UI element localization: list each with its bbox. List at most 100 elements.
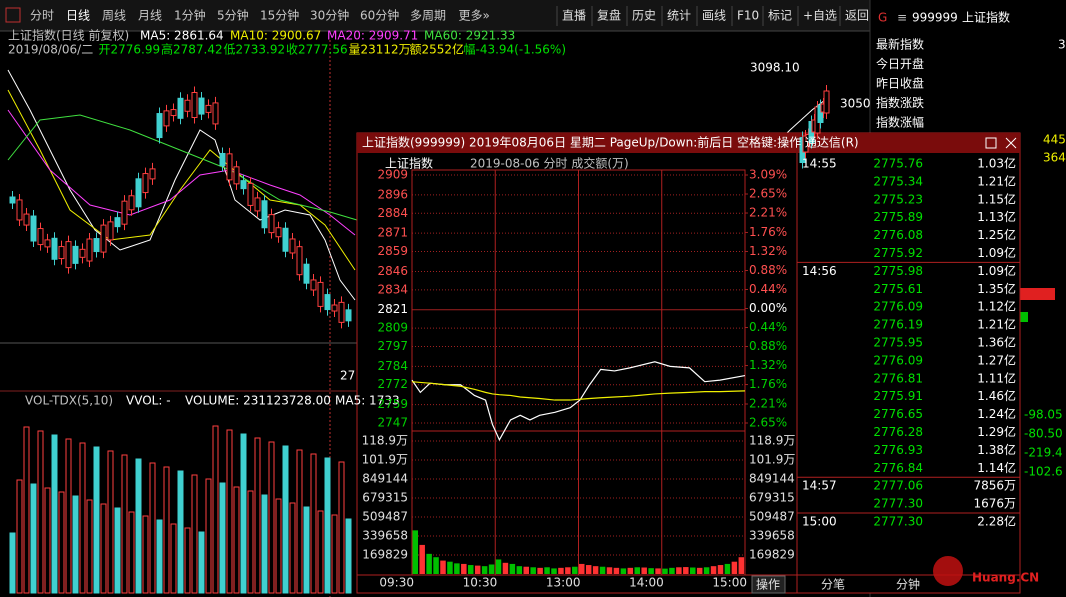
trade-price: 2775.89 <box>873 210 923 224</box>
trade-time: 14:55 <box>802 157 837 171</box>
x-tick-label: 14:00 <box>629 576 664 590</box>
volume-bar-decor <box>219 482 226 594</box>
toolbar-tab[interactable]: 更多» <box>459 9 490 23</box>
trade-volume: 1.46亿 <box>977 388 1016 403</box>
trade-volume: 1.09亿 <box>977 263 1016 278</box>
toolbar-button[interactable]: 画线 <box>702 9 726 23</box>
trade-price: 2776.84 <box>873 461 923 475</box>
maximize-button[interactable] <box>985 137 997 149</box>
popup-tab[interactable]: 分钟 <box>896 577 920 592</box>
volume-bar-decor <box>240 433 247 594</box>
volume-bar-decor <box>289 502 296 594</box>
toolbar-tab[interactable]: 5分钟 <box>217 8 249 23</box>
daily-info: 开2776.99 <box>99 43 161 57</box>
pct-tick-label: 0.88% <box>749 263 787 277</box>
toolbar-button[interactable]: F10 <box>737 9 759 23</box>
volume-bar-decor <box>205 478 212 594</box>
popup-tab[interactable]: 分笔 <box>821 577 845 592</box>
toolbar-tab[interactable]: 30分钟 <box>310 8 349 23</box>
ma-label: MA5: 2861.64 <box>140 29 224 43</box>
volume-tick-label: 509487 <box>362 509 408 523</box>
volume-bar <box>558 567 564 574</box>
toolbar-icon[interactable] <box>5 7 21 23</box>
volume-bar-decor <box>282 445 289 594</box>
candle-body <box>156 113 163 139</box>
toolbar-button[interactable]: 标记 <box>768 9 792 23</box>
popup-titlebar <box>357 133 1020 153</box>
trade-time: 14:57 <box>802 479 837 493</box>
price-tick-label: 2772 <box>377 377 408 391</box>
volume-header: VOL-TDX(5,10) <box>25 394 113 408</box>
price-tick-label: 2846 <box>377 264 408 278</box>
volume-bar <box>585 565 592 574</box>
toolbar-button[interactable]: 复盘 <box>597 8 621 23</box>
toolbar-tab[interactable]: 月线 <box>138 9 162 23</box>
trade-price: 2776.93 <box>873 443 923 457</box>
toolbar-button[interactable]: +自选 <box>803 9 837 23</box>
volume-bar <box>488 564 495 574</box>
candle-body <box>107 221 114 241</box>
toolbar-tab[interactable]: 多周期 <box>410 9 446 23</box>
menu-icon[interactable]: ≡ <box>897 11 907 25</box>
toolbar-tab[interactable]: 分时 <box>30 9 54 23</box>
volume-bar <box>440 560 446 574</box>
pct-tick-label: 3.09% <box>749 168 787 182</box>
volume-bar <box>509 563 516 574</box>
volume-bar <box>551 568 557 574</box>
volume-bar <box>502 562 509 574</box>
toolbar-tab[interactable]: 1分钟 <box>174 8 206 23</box>
daily-info: 收2777.56 <box>286 43 348 57</box>
volume-tick-label: 169829 <box>749 548 795 562</box>
trade-volume: 1.12亿 <box>977 299 1016 314</box>
tab-active[interactable] <box>751 575 786 594</box>
volume-bar <box>613 567 620 574</box>
volume-bar <box>599 566 606 574</box>
trade-volume: 1.24亿 <box>977 406 1016 421</box>
toolbar-tab[interactable]: 60分钟 <box>360 8 399 23</box>
volume-bar-decor <box>51 434 58 594</box>
quote-value: -102.6 <box>1024 465 1063 479</box>
toolbar-tab[interactable]: 15分钟 <box>260 8 299 23</box>
volume-bar <box>676 567 682 574</box>
trade-volume: 2.28亿 <box>977 514 1016 529</box>
daily-info: 量23112万 <box>349 43 411 57</box>
volume-tick-label: 118.9万 <box>749 434 795 448</box>
price-tick-label: 2909 <box>377 168 408 182</box>
volume-bar <box>419 544 425 574</box>
ma5-line <box>7 69 356 301</box>
volume-tick-label: 509487 <box>749 509 795 523</box>
volume-bar-decor <box>198 531 205 594</box>
candle-body <box>219 152 226 166</box>
volume-bar <box>703 567 710 574</box>
stock-code: 999999 <box>912 11 958 25</box>
volume-bar-decor <box>135 458 142 594</box>
toolbar-bg <box>0 0 870 31</box>
volume-bar <box>648 568 654 574</box>
quote-value: 364 <box>1043 151 1066 165</box>
pct-tick-label: 2.65% <box>749 416 787 430</box>
volume-bar <box>738 557 745 574</box>
volume-bar-decor <box>142 515 149 594</box>
volume-bar-decor <box>296 449 303 594</box>
candle-body <box>233 166 240 185</box>
toolbar-button[interactable]: 历史 <box>632 9 656 23</box>
toolbar-button[interactable]: 返回 <box>845 9 869 23</box>
toolbar-tab[interactable]: 日线 <box>66 9 90 23</box>
price-tick-label: 2871 <box>377 226 408 240</box>
popup-tab[interactable]: 操作 <box>756 577 780 592</box>
quote-label: 昨日收盘 <box>876 76 924 91</box>
toolbar-tab[interactable]: 周线 <box>102 9 126 23</box>
volume-bar-decor <box>37 430 44 594</box>
volume-bar <box>710 566 717 574</box>
volume-bar-decor <box>261 494 268 594</box>
toolbar-button[interactable]: 统计 <box>667 9 691 23</box>
trade-price: 2777.30 <box>873 515 923 529</box>
daily-info: 2019/08/06/二 <box>8 43 93 57</box>
volume-bar <box>530 567 536 574</box>
toolbar-button[interactable]: 直播 <box>562 9 586 23</box>
volume-tick-label: 679315 <box>362 491 408 505</box>
volume-tick-label: 118.9万 <box>362 434 408 448</box>
candle-body <box>9 196 16 204</box>
close-button[interactable] <box>1005 137 1017 149</box>
